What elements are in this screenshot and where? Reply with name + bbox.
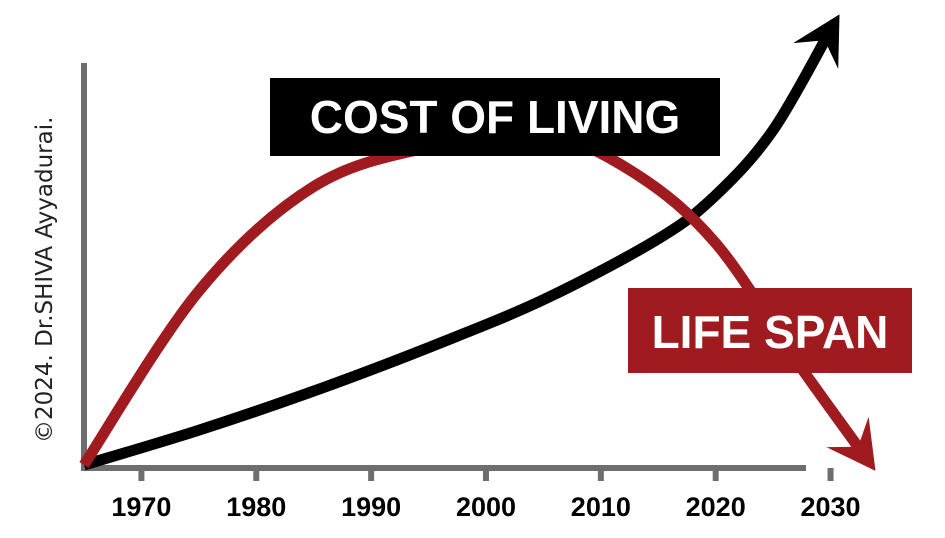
- x-tick-label-2020: 2020: [686, 492, 746, 522]
- cost-of-living-label: COST OF LIVING: [310, 91, 681, 143]
- x-tick-label-1990: 1990: [341, 492, 401, 522]
- x-tick-label-2000: 2000: [456, 492, 516, 522]
- life-span-label-box: [628, 288, 912, 373]
- series-line-cost-of-living: [82, 27, 836, 471]
- x-tick-label-2010: 2010: [571, 492, 631, 522]
- x-axis-ticks: [138, 468, 834, 481]
- life-span-label: LIFE SPAN: [652, 306, 889, 358]
- arrowhead-life-span: [826, 416, 876, 471]
- copyright-credit: ©2024. Dr.SHIVA Ayyadurai.: [32, 117, 58, 443]
- cost-of-living-label-box: [270, 78, 720, 156]
- x-tick-label-1980: 1980: [226, 492, 286, 522]
- x-axis-tick-labels: 1970 1980 1990 2000 2010 2020 2030: [111, 492, 860, 522]
- x-tick-label-2030: 2030: [801, 492, 861, 522]
- arrowhead-cost-of-living: [793, 14, 840, 69]
- x-tick-label-1970: 1970: [111, 492, 171, 522]
